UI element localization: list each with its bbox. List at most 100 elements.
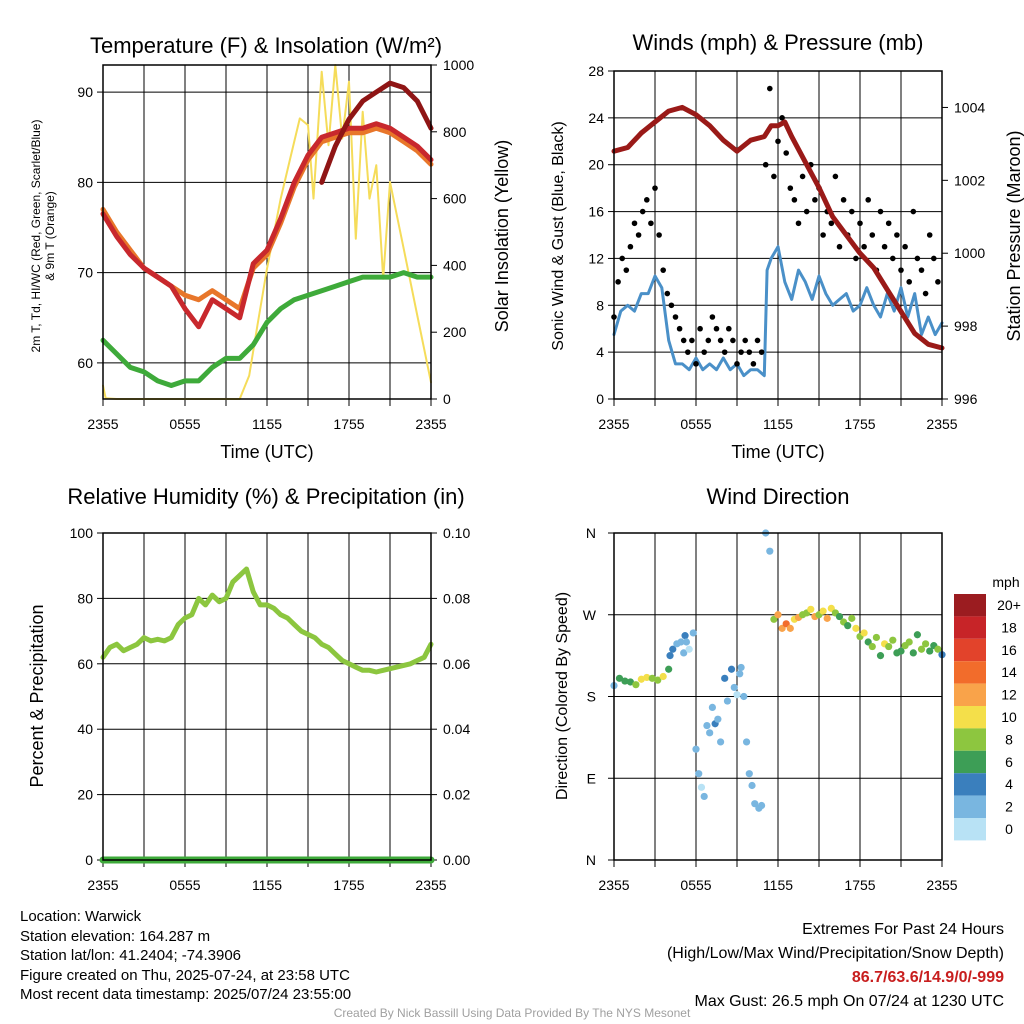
latlon-text: Station lat/lon: 41.2404; -74.3906	[20, 947, 242, 965]
gust-point	[799, 173, 806, 180]
humidity-line	[100, 566, 434, 675]
direction-point	[615, 674, 624, 682]
gust-point	[750, 361, 757, 367]
direction-point	[819, 607, 827, 615]
temp-y2-tick-label: 400	[443, 257, 467, 273]
extremes-title: Extremes For Past 24 Hours	[802, 921, 1004, 938]
gust-point	[726, 325, 732, 332]
direction-point	[637, 675, 645, 683]
direction-point	[681, 632, 689, 640]
wind-y-tick-label: 4	[596, 344, 604, 360]
temperature-panel-title: Temperature (F) & Insolation (W/m²)	[90, 33, 442, 58]
temp-x-tick-label: 0555	[169, 416, 200, 432]
gust-point	[832, 173, 839, 180]
gust-point	[849, 208, 855, 215]
temperature-panel: Temperature (F) & Insolation (W/m²) 2m T…	[29, 33, 512, 462]
direction-point	[730, 683, 738, 692]
colorbar-swatch	[954, 706, 986, 729]
direction-point	[666, 652, 674, 660]
direction-point	[848, 614, 856, 622]
dir-y-tick-label: W	[583, 607, 597, 623]
wind-y2-tick-label: 996	[954, 391, 978, 407]
gust-point	[758, 349, 765, 355]
gust-point	[836, 243, 843, 250]
wind-speed-line	[612, 245, 944, 378]
rh-y-tick-label: 0	[85, 852, 93, 868]
gust-point	[931, 255, 937, 262]
gust-point	[914, 255, 921, 262]
dir-x-tick-label: 2355	[598, 877, 629, 893]
gust-point	[910, 208, 917, 215]
direction-point	[897, 647, 905, 655]
direction-point	[909, 649, 917, 657]
recent-data-text: Most recent data timestamp: 2025/07/24 2…	[20, 986, 352, 1004]
direction-point	[926, 647, 934, 655]
gust-point	[713, 325, 720, 332]
gust-point	[775, 138, 781, 145]
gust-point	[894, 232, 900, 238]
colorbar-label: 20+	[997, 597, 1021, 613]
gust-point	[762, 161, 769, 168]
temp-y2-tick-label: 800	[443, 124, 467, 140]
dir-y-tick-label: E	[587, 770, 596, 786]
station-info: Location: Warwick Station elevation: 164…	[20, 907, 351, 1005]
direction-point	[692, 745, 700, 753]
direction-point	[742, 738, 751, 746]
rh-y2-tick-label: 0.00	[443, 852, 470, 868]
direction-panel: Wind Direction Direction (Colored By Spe…	[554, 484, 1021, 893]
colorbar-swatch	[954, 661, 986, 684]
wind-y2-tick-label: 998	[954, 318, 978, 334]
temp-y-tick-label: 80	[77, 174, 93, 190]
gust-point	[619, 255, 625, 262]
direction-point	[685, 645, 693, 653]
gust-point	[730, 337, 736, 344]
wind-ylabel: Sonic Wind & Gust (Blue, Black)	[550, 121, 567, 350]
temp-y2-tick-label: 0	[443, 391, 451, 407]
direction-point	[680, 649, 688, 657]
gust-point	[746, 349, 753, 355]
gust-point	[820, 232, 826, 238]
rh-y-tick-label: 100	[70, 525, 94, 541]
direction-point	[643, 673, 651, 682]
colorbar-label: 10	[1001, 709, 1017, 725]
direction-point	[721, 674, 729, 682]
wind-y-tick-label: 12	[588, 250, 604, 266]
temp-series-temperature	[100, 121, 434, 330]
direction-point	[626, 678, 635, 686]
gust-point	[656, 232, 662, 238]
extremes-info: Extremes For Past 24 Hours (High/Low/Max…	[667, 918, 1004, 1014]
colorbar-label: 8	[1005, 731, 1013, 747]
temp-x-tick-label: 1755	[333, 416, 364, 432]
gust-point	[717, 337, 724, 344]
direction-point	[876, 652, 885, 660]
colorbar-swatch	[954, 594, 986, 617]
wind-y2label: Station Pressure (Maroon)	[1004, 130, 1024, 341]
direction-point	[748, 781, 756, 790]
rh-border	[102, 532, 432, 861]
direction-point	[740, 692, 748, 701]
humidity-ylabel: Percent & Precipitation	[27, 604, 47, 787]
humidity-panel: Relative Humidity (%) & Precipitation (i…	[27, 484, 470, 893]
gust-point	[742, 337, 748, 344]
gust-point	[639, 208, 646, 215]
direction-point	[745, 770, 753, 778]
direction-point	[766, 547, 774, 555]
rh-y2-tick-label: 0.08	[443, 590, 470, 606]
colorbar-label: 0	[1005, 821, 1013, 837]
direction-point	[697, 783, 706, 791]
temp-x-tick-label: 1155	[252, 416, 282, 432]
elevation-text: Station elevation: 164.287 m	[20, 927, 211, 945]
dir-border	[613, 532, 943, 861]
direction-point	[665, 665, 673, 673]
gust-point	[787, 185, 794, 191]
rh-x-tick-label: 1755	[333, 877, 364, 893]
temperature-ylabel-line1: 2m T, Td, HI/WC (Red, Green, Scarlet/Blu…	[29, 120, 43, 353]
gust-point	[693, 361, 699, 367]
max-gust-text: Max Gust: 26.5 mph On 07/24 at 1230 UTC	[694, 993, 1005, 1010]
gust-point	[672, 314, 679, 320]
wind-y-tick-label: 20	[588, 157, 604, 173]
direction-point	[913, 631, 922, 639]
dir-y-tick-label: N	[586, 525, 596, 541]
